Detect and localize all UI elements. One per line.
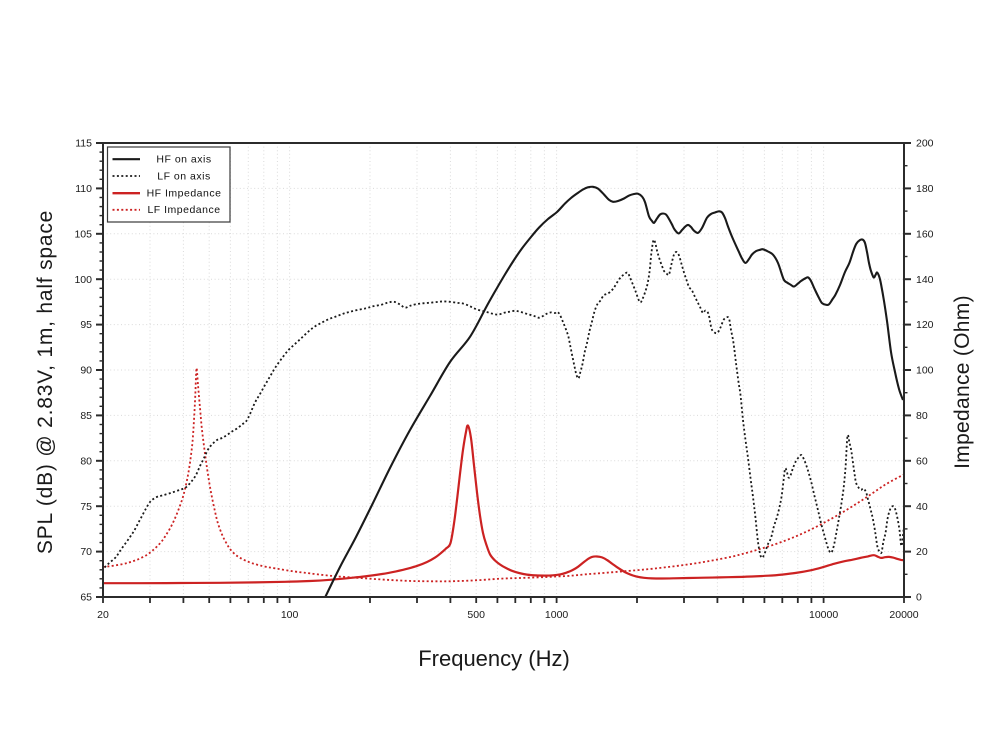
svg-text:75: 75 [80, 501, 92, 513]
svg-text:180: 180 [916, 183, 934, 195]
svg-text:95: 95 [80, 319, 92, 331]
svg-text:120: 120 [916, 319, 934, 331]
svg-text:70: 70 [80, 546, 92, 558]
svg-text:Impedance (Ohm): Impedance (Ohm) [951, 295, 974, 469]
svg-text:200: 200 [916, 138, 934, 150]
svg-text:LF Impedance: LF Impedance [147, 204, 220, 216]
svg-text:140: 140 [916, 274, 934, 286]
svg-text:20000: 20000 [889, 609, 918, 621]
svg-text:Frequency (Hz): Frequency (Hz) [418, 646, 570, 671]
svg-text:105: 105 [74, 228, 92, 240]
svg-text:HF on axis: HF on axis [156, 154, 211, 166]
svg-text:10000: 10000 [809, 609, 838, 621]
svg-text:20: 20 [916, 546, 928, 558]
svg-text:500: 500 [467, 609, 485, 621]
svg-text:80: 80 [916, 410, 928, 422]
svg-text:100: 100 [74, 274, 92, 286]
svg-text:90: 90 [80, 365, 92, 377]
svg-text:HF Impedance: HF Impedance [147, 188, 222, 200]
svg-text:65: 65 [80, 592, 92, 604]
svg-text:SPL (dB) @ 2.83V, 1m, half spa: SPL (dB) @ 2.83V, 1m, half space [34, 210, 57, 554]
svg-text:80: 80 [80, 455, 92, 467]
svg-text:160: 160 [916, 228, 934, 240]
svg-text:100: 100 [916, 365, 934, 377]
svg-text:40: 40 [916, 501, 928, 513]
svg-text:100: 100 [281, 609, 299, 621]
svg-text:85: 85 [80, 410, 92, 422]
svg-text:0: 0 [916, 592, 922, 604]
svg-text:LF on axis: LF on axis [157, 170, 210, 182]
svg-text:60: 60 [916, 455, 928, 467]
svg-text:110: 110 [75, 183, 92, 195]
svg-text:20: 20 [97, 609, 109, 621]
svg-text:1000: 1000 [545, 609, 569, 621]
svg-text:115: 115 [75, 138, 92, 150]
